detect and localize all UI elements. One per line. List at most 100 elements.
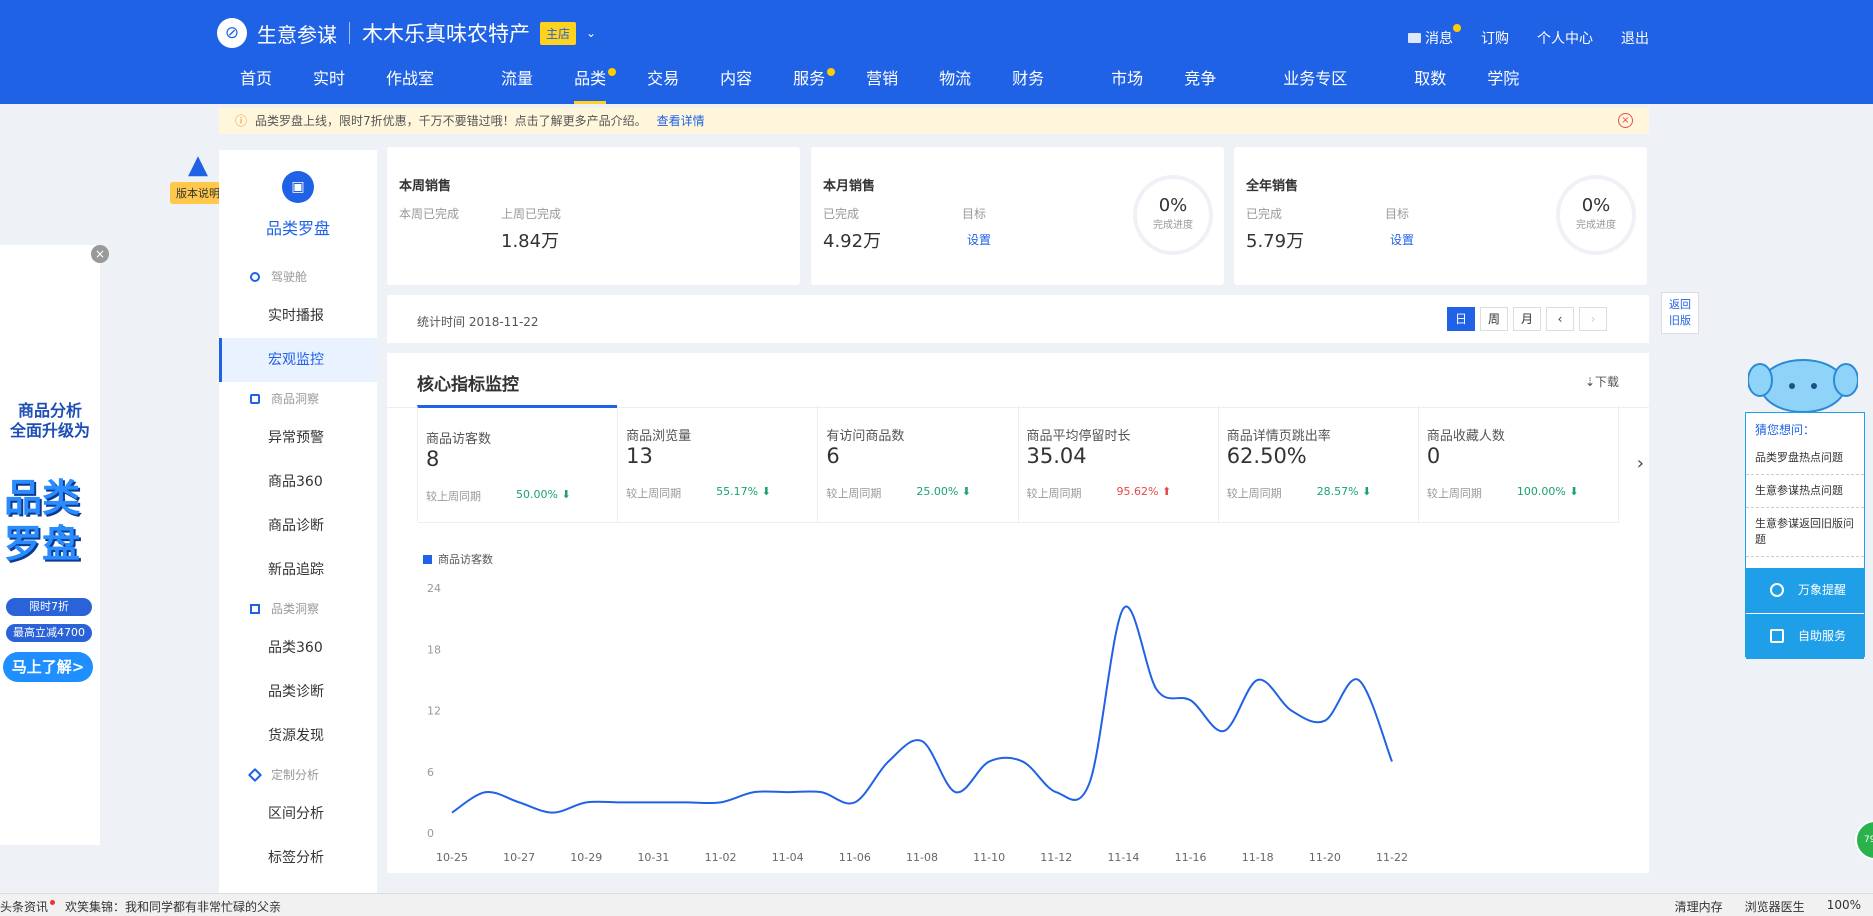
metric-bounce-rate[interactable]: 商品详情页跳出率 62.50% 较上周同期 28.57% ⬇ — [1217, 405, 1419, 522]
prev-date-button[interactable]: ‹ — [1546, 307, 1574, 331]
nav-academy[interactable]: 学院 — [1487, 69, 1520, 88]
help-item[interactable]: 品类罗盘热点问题 — [1746, 442, 1864, 475]
data-point[interactable] — [681, 796, 693, 808]
data-point[interactable] — [1117, 602, 1129, 614]
promo-close-icon[interactable]: × — [91, 245, 109, 263]
reminder-button[interactable]: 万象提醒 — [1746, 568, 1864, 613]
sidebar-item-category360[interactable]: 品类360 — [268, 640, 323, 656]
subscribe-link[interactable]: 订购 — [1481, 31, 1509, 47]
bell-icon — [1770, 583, 1784, 597]
nav-data-fetch[interactable]: 取数 — [1414, 69, 1447, 88]
range-month-button[interactable]: 月 — [1513, 307, 1541, 331]
back-to-old-version-button[interactable]: 返回 旧版 — [1661, 292, 1699, 334]
nav-war-room[interactable]: 作战室 — [386, 69, 435, 88]
help-item[interactable]: 生意参谋热点问题 — [1746, 475, 1864, 508]
data-point[interactable] — [782, 786, 794, 798]
nav-service[interactable]: 服务 — [793, 64, 836, 104]
sidebar-item-anomaly[interactable]: 异常预警 — [268, 430, 324, 446]
range-week-button[interactable]: 周 — [1480, 307, 1508, 331]
zoom-level[interactable]: 100% — [1826, 898, 1861, 912]
nav-category[interactable]: 品类 — [574, 64, 617, 104]
data-point[interactable] — [614, 796, 626, 808]
chevron-down-icon[interactable]: ⌄ — [586, 26, 597, 40]
data-point[interactable] — [1252, 674, 1264, 686]
data-point[interactable] — [1218, 725, 1230, 737]
nav-content[interactable]: 内容 — [720, 69, 753, 88]
data-point[interactable] — [547, 807, 559, 819]
next-date-button[interactable]: › — [1579, 307, 1607, 331]
nav-trade[interactable]: 交易 — [647, 69, 680, 88]
data-point[interactable] — [1319, 715, 1331, 727]
data-point[interactable] — [1285, 705, 1297, 717]
sidebar-item-source-discovery[interactable]: 货源发现 — [268, 728, 324, 744]
version-notes[interactable]: ▲ 版本说明 — [167, 148, 229, 204]
promo-cta-button[interactable]: 马上了解> — [3, 652, 93, 682]
data-point[interactable] — [748, 786, 760, 798]
metric-value: 62.50% — [1226, 444, 1307, 468]
nav-competition[interactable]: 竞争 — [1184, 69, 1217, 88]
sidebar-item-realtime[interactable]: 实时播报 — [268, 308, 324, 324]
data-point[interactable] — [849, 796, 861, 808]
metric-pageviews[interactable]: 商品浏览量 13 较上周同期 55.17% ⬇ — [617, 405, 819, 522]
user-center-link[interactable]: 个人中心 — [1537, 31, 1593, 47]
year-target-set-link[interactable]: 设置 — [1390, 233, 1415, 247]
clear-memory-button[interactable]: 清理内存 — [1674, 900, 1723, 914]
metric-visited-products[interactable]: 有访问商品数 6 较上周同期 25.00% ⬇ — [817, 405, 1019, 522]
sidebar-item-range-analysis[interactable]: 区间分析 — [268, 806, 324, 822]
data-point[interactable] — [580, 796, 592, 808]
nav-home[interactable]: 首页 — [240, 69, 273, 88]
news-label[interactable]: 头条资讯 — [0, 900, 49, 914]
nav-market[interactable]: 市场 — [1111, 69, 1144, 88]
sidebar-item-macro-monitor[interactable]: 宏观监控 — [219, 338, 377, 382]
shopping-bag-icon: ▣ — [282, 171, 314, 203]
range-day-button[interactable]: 日 — [1447, 307, 1475, 331]
news-headline[interactable]: 欢笑集锦：我和同学都有非常忙碌的父亲 — [65, 900, 282, 914]
close-icon[interactable]: × — [1618, 113, 1633, 128]
data-point[interactable] — [950, 786, 962, 798]
browser-doctor-button[interactable]: 浏览器医生 — [1744, 900, 1805, 914]
month-target-set-link[interactable]: 设置 — [967, 233, 992, 247]
download-button[interactable]: ⇣下载 — [1584, 375, 1619, 389]
logout-link[interactable]: 退出 — [1621, 31, 1649, 47]
sidebar-item-product-diagnosis[interactable]: 商品诊断 — [268, 518, 324, 534]
metric-favorites[interactable]: 商品收藏人数 0 较上周同期 100.00% ⬇ — [1417, 405, 1620, 522]
data-point[interactable] — [1050, 786, 1062, 798]
nav-finance[interactable]: 财务 — [1012, 69, 1045, 88]
data-point[interactable] — [1151, 684, 1163, 696]
data-point[interactable] — [1386, 756, 1398, 768]
nav-marketing[interactable]: 营销 — [866, 69, 899, 88]
sidebar-group-label: 商品洞察 — [271, 392, 320, 406]
data-point[interactable] — [1185, 694, 1197, 706]
data-point[interactable] — [513, 796, 525, 808]
metric-avg-stay[interactable]: 商品平均停留时长 35.04 较上周同期 95.62% ⬆ — [1017, 405, 1219, 522]
nav-traffic[interactable]: 流量 — [501, 69, 534, 88]
data-point[interactable] — [1017, 756, 1029, 768]
nav-logistics[interactable]: 物流 — [939, 69, 972, 88]
sidebar-item-new-tracking[interactable]: 新品追踪 — [268, 562, 324, 578]
nav-business-zone[interactable]: 业务专区 — [1283, 69, 1348, 88]
data-point[interactable] — [647, 796, 659, 808]
data-point[interactable] — [1084, 776, 1096, 788]
data-point[interactable] — [480, 786, 492, 798]
promo-banner[interactable]: × 商品分析 全面升级为 品类 罗盘 限时7折 最高立减4700 马上了解> — [0, 245, 109, 845]
sidebar-item-product360[interactable]: 商品360 — [268, 474, 323, 490]
data-point[interactable] — [916, 735, 928, 747]
sidebar-item-category-diagnosis[interactable]: 品类诊断 — [268, 684, 324, 700]
metric-visitors[interactable]: 商品访客数 8 较上周同期 50.00% ⬇ — [417, 405, 619, 522]
help-item[interactable]: 生意参谋返回旧版问题 — [1746, 508, 1864, 557]
data-point[interactable] — [815, 786, 827, 798]
messages-link[interactable]: 消息 — [1408, 24, 1461, 48]
brand[interactable]: ⊘ 生意参谋 木木乐真味农特产 主店 ⌄ — [217, 18, 596, 48]
notice-link[interactable]: 查看详情 — [656, 114, 705, 128]
metric-change-pct: 28.57% — [1316, 485, 1359, 498]
data-point[interactable] — [983, 756, 995, 768]
data-point[interactable] — [1352, 674, 1364, 686]
data-point[interactable] — [446, 807, 458, 819]
metrics-next-arrow-icon[interactable]: › — [1636, 453, 1644, 474]
floating-badge-icon[interactable]: 79 — [1855, 820, 1873, 860]
data-point[interactable] — [882, 756, 894, 768]
self-service-button[interactable]: 自助服务 — [1746, 614, 1864, 659]
nav-realtime[interactable]: 实时 — [313, 69, 346, 88]
data-point[interactable] — [715, 796, 727, 808]
sidebar-item-tag-analysis[interactable]: 标签分析 — [268, 850, 324, 866]
